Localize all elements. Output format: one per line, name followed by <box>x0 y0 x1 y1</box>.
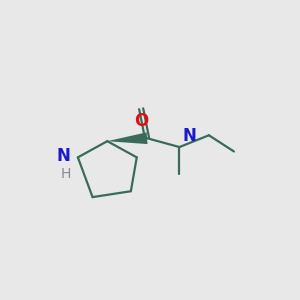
Text: N: N <box>57 147 70 165</box>
Text: O: O <box>134 112 148 130</box>
Polygon shape <box>107 132 148 144</box>
Text: N: N <box>182 127 196 145</box>
Text: H: H <box>60 167 70 181</box>
